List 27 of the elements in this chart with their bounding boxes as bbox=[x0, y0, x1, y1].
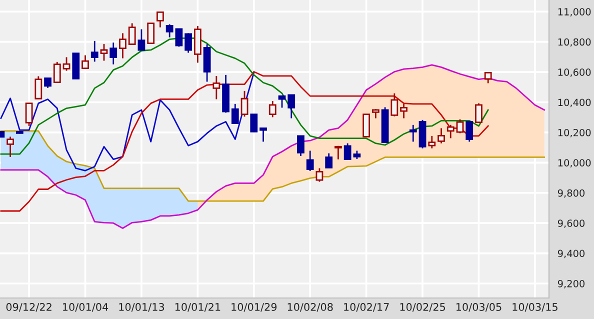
y-tick-label: 10,000 bbox=[558, 159, 591, 168]
x-tick-label: 10/01/04 bbox=[63, 303, 108, 312]
x-tick-label: 10/03/15 bbox=[512, 303, 558, 312]
x-tick-label: 10/03/05 bbox=[456, 303, 502, 312]
candlestick bbox=[409, 124, 417, 142]
x-tick-label: 10/01/13 bbox=[119, 303, 164, 312]
y-tick-label: 10,400 bbox=[558, 98, 591, 108]
x-tick-label: 10/01/21 bbox=[175, 303, 220, 312]
y-tick-label: 9,800 bbox=[558, 189, 585, 198]
x-tick-label: 10/02/08 bbox=[288, 303, 333, 312]
line-series bbox=[0, 71, 489, 212]
y-tick-label: 10,600 bbox=[558, 68, 591, 77]
x-tick-label: 10/02/25 bbox=[400, 303, 446, 312]
x-tick-label: 10/01/29 bbox=[232, 303, 277, 312]
line-series bbox=[0, 130, 546, 202]
y-tick-label: 10,800 bbox=[558, 38, 591, 47]
x-tick-label: 09/12/22 bbox=[6, 303, 52, 312]
y-tick-label: 9,400 bbox=[558, 250, 585, 258]
y-tick-label: 9,600 bbox=[558, 220, 585, 228]
candlestick bbox=[212, 75, 220, 100]
line-series bbox=[0, 64, 546, 229]
y-tick-label: 10,200 bbox=[558, 128, 591, 138]
y-tick-label: 11,000 bbox=[558, 8, 591, 16]
candlestick bbox=[110, 42, 118, 66]
x-tick-label: 10/02/17 bbox=[344, 303, 389, 312]
y-tick-label: 9,200 bbox=[558, 280, 585, 288]
line-series bbox=[0, 72, 255, 172]
